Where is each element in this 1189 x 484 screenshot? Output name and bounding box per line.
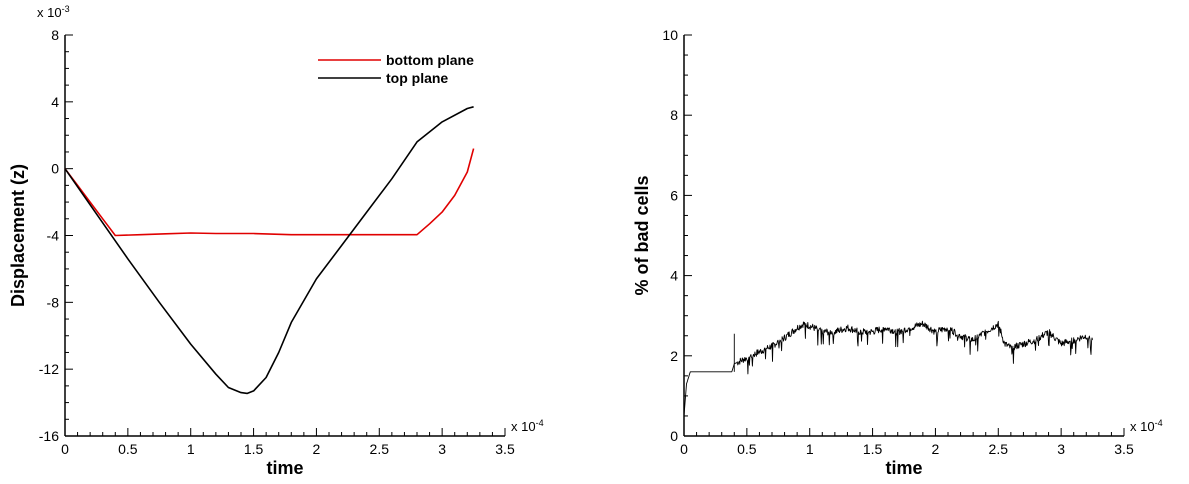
y-tick-label: 6 bbox=[670, 187, 678, 203]
y-tick-label: 4 bbox=[670, 268, 678, 284]
x-tick-label: 2.5 bbox=[370, 441, 390, 457]
x-tick-label: 1.5 bbox=[863, 441, 883, 457]
y-tick-label: -12 bbox=[39, 361, 59, 377]
x-tick-label: 2.5 bbox=[989, 441, 1009, 457]
x-tick-label: 2 bbox=[932, 441, 940, 457]
y-tick-label: 10 bbox=[662, 27, 678, 43]
x-multiplier-exponent: -4 bbox=[536, 418, 544, 428]
y-tick-label: 4 bbox=[51, 94, 59, 110]
x-tick-label: 3.5 bbox=[495, 441, 515, 457]
legend-label: top plane bbox=[386, 70, 448, 86]
displacement-plot: 0 0.5 1 1.5 2 2.5 3 3.5 -16 -12 -8 -4 0 4 8 time Displac… bbox=[8, 4, 544, 478]
y-axis-label: % of bad cells bbox=[632, 175, 652, 295]
series-line-top-plane bbox=[64, 106, 474, 395]
x-tick-label: 0 bbox=[680, 441, 688, 457]
legend-label: bottom plane bbox=[386, 52, 474, 68]
y-axis-label: Displacement (z) bbox=[8, 164, 28, 307]
y-tick-label: -8 bbox=[47, 294, 60, 310]
x-tick-label: 3.5 bbox=[1114, 441, 1134, 457]
y-tick-label: -4 bbox=[47, 228, 60, 244]
x-tick-label: 0.5 bbox=[737, 441, 757, 457]
x-tick-label: 1 bbox=[806, 441, 814, 457]
x-tick-label: 1.5 bbox=[244, 441, 264, 457]
x-multiplier-exponent: -4 bbox=[1155, 418, 1163, 428]
y-tick-label: 8 bbox=[670, 107, 678, 123]
x-axis-label: time bbox=[885, 458, 922, 478]
series-line-bottom-plane bbox=[64, 148, 475, 237]
x-tick-label: 1 bbox=[187, 441, 195, 457]
y-multiplier-exponent: -3 bbox=[62, 4, 70, 14]
y-tick-label: -16 bbox=[39, 428, 59, 444]
series-line-bad-cells bbox=[683, 320, 1094, 416]
bad-cells-plot: 0 0.5 1 1.5 2 2.5 3 3.5 0 2 4 6 8 10 time % of bad cell… bbox=[632, 27, 1163, 478]
x-tick-label: 3 bbox=[1057, 441, 1065, 457]
x-tick-label: 0 bbox=[61, 441, 69, 457]
y-tick-label: 8 bbox=[51, 27, 59, 43]
x-axis-label: time bbox=[266, 458, 303, 478]
y-multiplier-label: x 10-3 bbox=[37, 4, 70, 20]
x-multiplier-label: x 10-4 bbox=[511, 418, 544, 434]
y-tick-label: 2 bbox=[670, 348, 678, 364]
x-tick-label: 2 bbox=[313, 441, 321, 457]
y-tick-label: 0 bbox=[670, 428, 678, 444]
y-tick-label: 0 bbox=[51, 161, 59, 177]
x-tick-label: 3 bbox=[438, 441, 446, 457]
x-multiplier-label: x 10-4 bbox=[1130, 418, 1163, 434]
x-tick-label: 0.5 bbox=[118, 441, 138, 457]
